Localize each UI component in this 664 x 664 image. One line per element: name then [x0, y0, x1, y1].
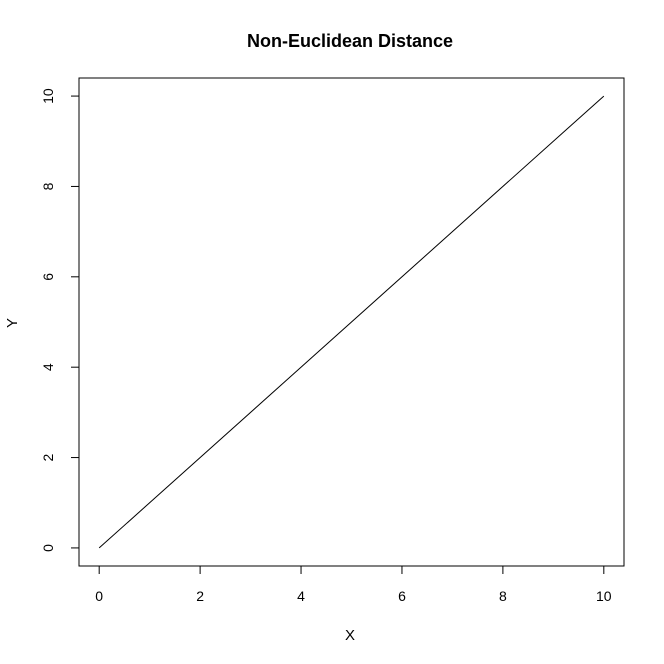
- y-tick-label: 10: [40, 88, 56, 104]
- x-tick-label: 4: [297, 588, 305, 604]
- x-tick-label: 0: [95, 588, 103, 604]
- x-tick-label: 8: [499, 588, 507, 604]
- y-tick-label: 6: [40, 273, 56, 281]
- y-axis-label: Y: [4, 318, 21, 328]
- y-tick-label: 4: [40, 363, 56, 371]
- y-tick-label: 0: [40, 544, 56, 552]
- y-tick-label: 8: [40, 182, 56, 190]
- y-tick-label: 2: [40, 453, 56, 461]
- x-axis: 0 2 4 6 8 10: [95, 565, 612, 604]
- series-line: [98, 95, 605, 549]
- x-tick-label: 10: [596, 588, 612, 604]
- series-layer: [98, 95, 605, 549]
- x-tick-label: 6: [398, 588, 406, 604]
- x-axis-label: X: [345, 627, 355, 644]
- y-axis: 0 2 4 6 8 10: [40, 88, 80, 552]
- chart-title: Non-Euclidean Distance: [247, 31, 453, 51]
- x-tick-label: 2: [196, 588, 204, 604]
